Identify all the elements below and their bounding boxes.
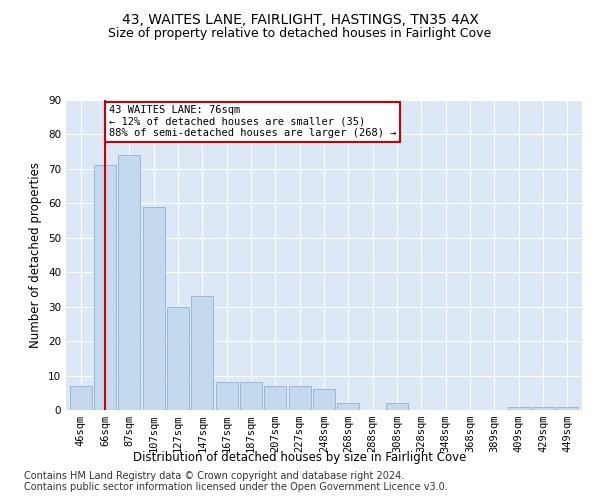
Bar [386, 403, 408, 410]
Text: 43 WAITES LANE: 76sqm
← 12% of detached houses are smaller (35)
88% of semi-deta: 43 WAITES LANE: 76sqm ← 12% of detached … [109, 105, 396, 138]
Text: Contains HM Land Registry data © Crown copyright and database right 2024.: Contains HM Land Registry data © Crown c… [24, 471, 404, 481]
Bar [337, 403, 359, 410]
Bar [240, 382, 262, 410]
Text: Distribution of detached houses by size in Fairlight Cove: Distribution of detached houses by size … [133, 451, 467, 464]
Bar [167, 306, 189, 410]
Bar [508, 406, 530, 410]
Bar [70, 386, 92, 410]
Text: Contains public sector information licensed under the Open Government Licence v3: Contains public sector information licen… [24, 482, 448, 492]
Bar [118, 155, 140, 410]
Text: Size of property relative to detached houses in Fairlight Cove: Size of property relative to detached ho… [109, 28, 491, 40]
Bar [265, 386, 286, 410]
Bar [532, 406, 554, 410]
Bar [191, 296, 213, 410]
Text: 43, WAITES LANE, FAIRLIGHT, HASTINGS, TN35 4AX: 43, WAITES LANE, FAIRLIGHT, HASTINGS, TN… [122, 12, 478, 26]
Bar [215, 382, 238, 410]
Y-axis label: Number of detached properties: Number of detached properties [29, 162, 43, 348]
Bar [143, 207, 164, 410]
Bar [313, 390, 335, 410]
Bar [289, 386, 311, 410]
Bar [94, 166, 116, 410]
Bar [556, 406, 578, 410]
